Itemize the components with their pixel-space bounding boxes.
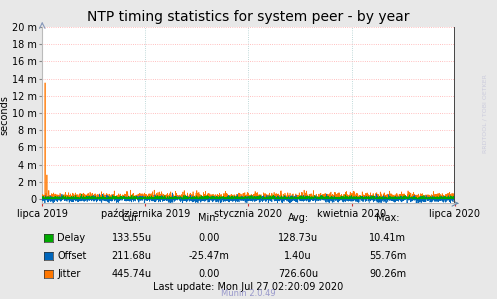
Text: Delay: Delay <box>57 233 85 243</box>
Text: 445.74u: 445.74u <box>112 269 152 279</box>
Text: 133.55u: 133.55u <box>112 233 152 243</box>
Title: NTP timing statistics for system peer - by year: NTP timing statistics for system peer - … <box>87 10 410 24</box>
Text: RRDTOOL / TOBI OETKER: RRDTOOL / TOBI OETKER <box>482 74 487 153</box>
Text: 0.00: 0.00 <box>198 233 220 243</box>
Text: 1.40u: 1.40u <box>284 251 312 261</box>
Text: 128.73u: 128.73u <box>278 233 318 243</box>
Text: Last update: Mon Jul 27 02:20:09 2020: Last update: Mon Jul 27 02:20:09 2020 <box>154 283 343 292</box>
Y-axis label: seconds: seconds <box>0 95 9 135</box>
Text: 90.26m: 90.26m <box>369 269 406 279</box>
Text: 55.76m: 55.76m <box>369 251 407 261</box>
Text: 0.00: 0.00 <box>198 269 220 279</box>
Text: Avg:: Avg: <box>288 213 309 223</box>
Text: Munin 2.0.49: Munin 2.0.49 <box>221 289 276 298</box>
Text: 10.41m: 10.41m <box>369 233 406 243</box>
Text: Cur:: Cur: <box>122 213 142 223</box>
Text: Min:: Min: <box>198 213 219 223</box>
Text: 211.68u: 211.68u <box>112 251 152 261</box>
Text: 726.60u: 726.60u <box>278 269 318 279</box>
Text: Max:: Max: <box>376 213 400 223</box>
Text: Offset: Offset <box>57 251 86 261</box>
Text: Jitter: Jitter <box>57 269 81 279</box>
Text: -25.47m: -25.47m <box>188 251 229 261</box>
